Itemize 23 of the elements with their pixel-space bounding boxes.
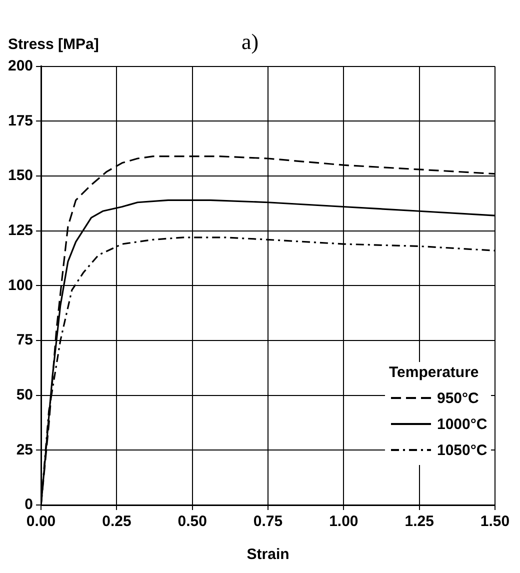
chart-title: a)	[241, 28, 259, 54]
legend-label: 1000°C	[437, 416, 488, 432]
y-tick-label: 125	[8, 222, 34, 240]
x-tick-label: 0.50	[178, 513, 207, 530]
y-tick-label: 200	[8, 58, 34, 75]
y-tick-label: 100	[8, 276, 34, 294]
x-axis-title: Strain	[246, 546, 290, 564]
x-tick-label: 1.25	[404, 513, 434, 530]
legend-label: 950°C	[437, 390, 479, 406]
legend-title: Temperature	[389, 364, 480, 381]
legend-label: 1050°C	[437, 442, 488, 458]
y-tick-label: 25	[16, 441, 34, 458]
x-tick-label: 1.50	[480, 513, 510, 530]
x-tick-label: 1.00	[329, 513, 358, 530]
x-tick-label: 0.00	[26, 513, 56, 530]
x-tick-label: 0.75	[253, 513, 283, 530]
x-tick-label: 0.25	[102, 513, 132, 530]
y-tick-label: 0	[24, 496, 34, 514]
y-tick-label: 150	[8, 167, 34, 184]
y-tick-label: 75	[16, 332, 34, 349]
y-tick-label: 50	[16, 386, 34, 404]
y-axis-title: Stress [MPa]	[8, 36, 99, 54]
y-tick-label: 175	[8, 112, 34, 130]
